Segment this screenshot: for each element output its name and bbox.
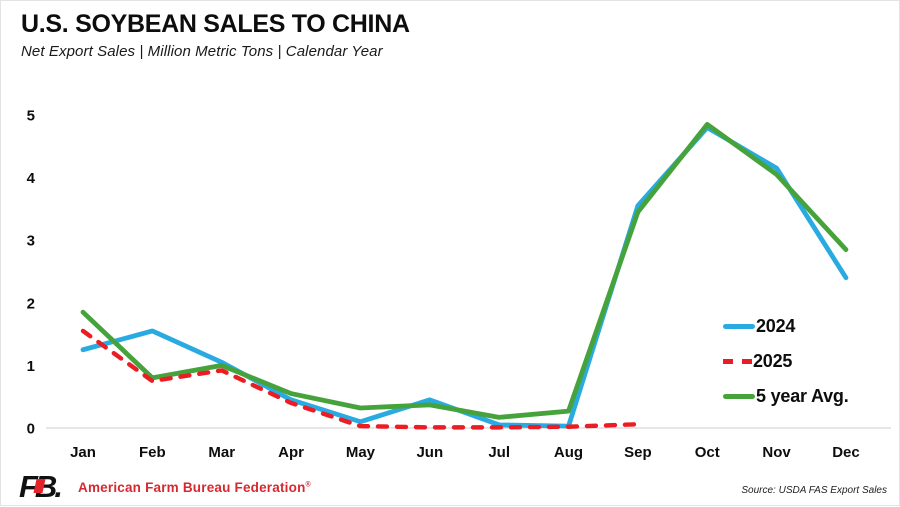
x-tick-label-oct: Oct [695, 444, 720, 461]
chart-subtitle: Net Export Sales | Million Metric Tons |… [21, 43, 383, 60]
y-tick-label: 4 [27, 170, 36, 187]
legend-item-2024: 2024 [723, 309, 898, 344]
x-tick-label-nov: Nov [762, 444, 791, 461]
y-tick-label: 1 [27, 358, 35, 375]
legend-label-2024: 2024 [756, 316, 796, 336]
x-tick-label-aug: Aug [554, 444, 583, 461]
chart-header: U.S. SOYBEAN SALES TO CHINA Net Export S… [21, 10, 410, 60]
legend-swatch-2024-icon [723, 324, 755, 329]
y-tick-label: 5 [27, 108, 35, 125]
legend-item-2025: 2025 [723, 344, 898, 379]
y-tick-label: 0 [27, 421, 35, 438]
org-name-text: American Farm Bureau Federation [78, 479, 306, 495]
x-tick-label-mar: Mar [208, 444, 235, 461]
x-tick-label-may: May [346, 444, 376, 461]
footer-branding: FB. American Farm Bureau Federation® [19, 469, 311, 503]
x-tick-label-sep: Sep [624, 444, 652, 461]
legend: 2024 2025 5 year Avg. [723, 309, 898, 414]
legend-item-5yr-avg: 5 year Avg. [723, 379, 898, 414]
source-note: Source: USDA FAS Export Sales [741, 485, 887, 496]
series-line-5-year-avg. [80, 121, 849, 420]
legend-label-5yr-avg: 5 year Avg. [756, 386, 849, 406]
org-name: American Farm Bureau Federation® [78, 480, 311, 495]
y-tick-label: 3 [27, 233, 35, 250]
x-tick-label-jan: Jan [70, 444, 96, 461]
x-tick-label-apr: Apr [278, 444, 304, 461]
x-tick-label-jun: Jun [416, 444, 443, 461]
series-line-2025 [80, 328, 641, 430]
x-tick-label-dec: Dec [832, 444, 860, 461]
afbf-logo-icon: FB. [19, 470, 63, 502]
legend-swatch-2025-icon [723, 359, 752, 364]
legend-label-2025: 2025 [753, 351, 793, 371]
chart-title: U.S. SOYBEAN SALES TO CHINA [21, 10, 410, 38]
y-tick-label: 2 [27, 295, 35, 312]
x-tick-label-feb: Feb [139, 444, 166, 461]
x-tick-label-jul: Jul [488, 444, 510, 461]
trademark-symbol: ® [305, 481, 311, 488]
legend-swatch-5yr-avg-icon [723, 394, 755, 399]
